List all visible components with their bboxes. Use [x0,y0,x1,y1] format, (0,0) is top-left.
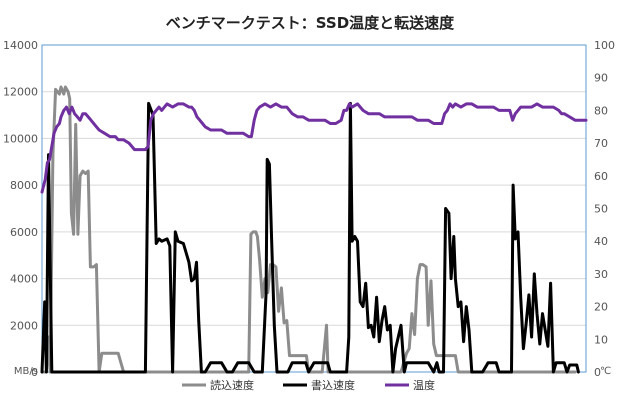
gridlines [42,44,586,373]
left-tick-label: 10000 [3,132,38,145]
right-tick-label: 90 [594,72,608,85]
legend-label-1: 書込速度 [311,378,355,392]
left-axis-unit: MB/s [14,366,38,377]
right-tick-label: 20 [594,301,608,314]
series-line-0 [40,85,577,374]
left-axis-ticks: 0 2000 4000 6000 8000 10000 12000 14000 [3,39,38,379]
right-axis-ticks: 0 10 20 30 40 50 60 70 80 90 100 [594,39,615,379]
left-tick-label: 12000 [3,86,38,99]
plot-area [41,44,587,373]
right-tick-label: 60 [594,170,608,183]
left-tick-label: 4000 [10,273,38,286]
left-tick-label: 14000 [3,39,38,52]
right-tick-label: 100 [594,39,615,52]
legend: 読込速度 書込速度 温度 [182,378,435,392]
chart-title: ベンチマークテスト：SSD温度と転送速度 [166,14,455,32]
left-tick-label: 6000 [10,226,38,239]
left-tick-label: 0 [31,366,38,379]
right-tick-label: 80 [594,104,608,117]
right-tick-label: 40 [594,235,608,248]
right-tick-label: 30 [594,268,608,281]
right-tick-label: 70 [594,137,608,150]
right-tick-label: 10 [594,333,608,346]
right-axis-unit: ℃ [600,366,611,377]
left-tick-label: 2000 [10,319,38,332]
series-line-2 [40,102,588,194]
series-line-1 [40,101,580,374]
legend-label-0: 読込速度 [210,378,254,392]
series-lines [40,85,588,374]
right-tick-label: 50 [594,203,608,216]
left-tick-label: 8000 [10,179,38,192]
right-tick-label: 0 [594,366,601,379]
legend-label-2: 温度 [413,378,435,392]
